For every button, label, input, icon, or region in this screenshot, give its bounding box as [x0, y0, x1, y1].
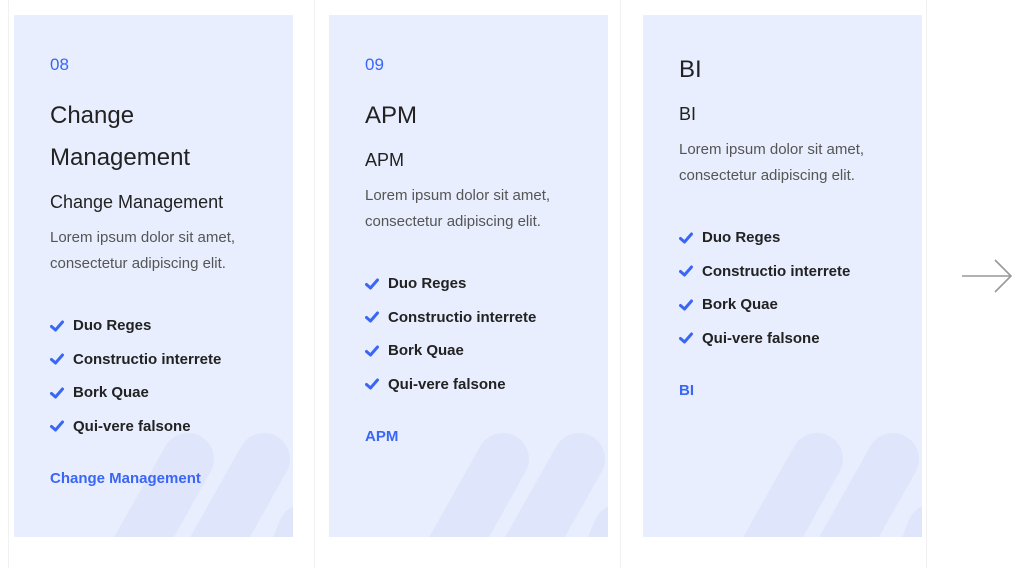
check-icon — [365, 311, 379, 323]
card-description: Lorem ipsum dolor sit amet, consectetur … — [679, 141, 865, 184]
feature-item: Qui-vere falsone — [679, 322, 886, 356]
feature-label: Constructio interrete — [388, 308, 537, 326]
feature-item: Bork Quae — [679, 288, 886, 322]
card-number: 09 — [365, 55, 384, 74]
feature-list: Duo Reges Constructio interrete Bork Quae Q… — [679, 221, 886, 355]
card-link[interactable]: APM — [365, 428, 399, 445]
feature-label: Qui-vere falsone — [388, 375, 506, 393]
service-card: BI BI Lorem ipsum dolor sit amet, consecte… — [643, 15, 922, 537]
card-subtitle: BI — [679, 104, 697, 124]
decorative-stripes — [743, 433, 922, 537]
service-card: 09 APM APM Lorem ipsum dolor sit amet, cons… — [329, 15, 608, 537]
decorative-stripes — [114, 433, 293, 537]
feature-label: Bork Quae — [702, 296, 778, 313]
feature-item: Qui-vere falsone — [365, 368, 572, 402]
check-icon — [679, 232, 693, 244]
column-divider — [926, 0, 927, 568]
feature-label: Constructio interrete — [73, 350, 222, 368]
column-divider — [314, 0, 315, 568]
card-link[interactable]: BI — [679, 382, 694, 399]
feature-item: Duo Reges — [679, 221, 886, 255]
check-icon — [679, 265, 693, 277]
check-icon — [50, 387, 64, 399]
feature-item: Constructio interrete — [50, 343, 257, 377]
service-card: 08 Change Management Change Management Lore… — [14, 15, 293, 537]
card-description: Lorem ipsum dolor sit amet, consectetur … — [365, 187, 551, 230]
feature-item: Constructio interrete — [365, 301, 572, 335]
card-title: BI — [679, 56, 702, 83]
check-icon — [50, 353, 64, 365]
arrow-right-icon[interactable] — [960, 258, 1014, 294]
feature-item: Duo Reges — [365, 267, 572, 301]
feature-item: Bork Quae — [50, 376, 257, 410]
feature-label: Duo Reges — [388, 275, 467, 292]
feature-label: Duo Reges — [702, 229, 781, 246]
check-icon — [365, 278, 379, 290]
column-divider — [620, 0, 621, 568]
check-icon — [679, 332, 693, 344]
feature-item: Qui-vere falsone — [50, 410, 257, 444]
card-subtitle: APM — [365, 150, 405, 170]
feature-label: Qui-vere falsone — [702, 329, 820, 347]
feature-item: Bork Quae — [365, 334, 572, 368]
feature-item: Duo Reges — [50, 309, 257, 343]
card-link[interactable]: Change Management — [50, 470, 201, 487]
feature-list: Duo Reges Constructio interrete Bork Quae Q… — [365, 267, 572, 401]
check-icon — [679, 299, 693, 311]
feature-label: Bork Quae — [73, 384, 149, 401]
card-subtitle: Change Management — [50, 192, 224, 212]
feature-label: Qui-vere falsone — [73, 417, 191, 435]
feature-item: Constructio interrete — [679, 255, 886, 289]
check-icon — [365, 345, 379, 357]
check-icon — [50, 420, 64, 432]
feature-list: Duo Reges Constructio interrete Bork Quae Q… — [50, 309, 257, 443]
check-icon — [50, 320, 64, 332]
feature-label: Duo Reges — [73, 317, 152, 334]
card-title: APM — [365, 102, 418, 129]
column-divider — [8, 0, 9, 568]
card-number: 08 — [50, 55, 69, 74]
decorative-stripes — [429, 433, 608, 537]
feature-label: Constructio interrete — [702, 262, 851, 280]
card-title: Change Management — [50, 102, 191, 171]
feature-label: Bork Quae — [388, 342, 464, 359]
check-icon — [365, 378, 379, 390]
card-description: Lorem ipsum dolor sit amet, consectetur … — [50, 229, 236, 272]
